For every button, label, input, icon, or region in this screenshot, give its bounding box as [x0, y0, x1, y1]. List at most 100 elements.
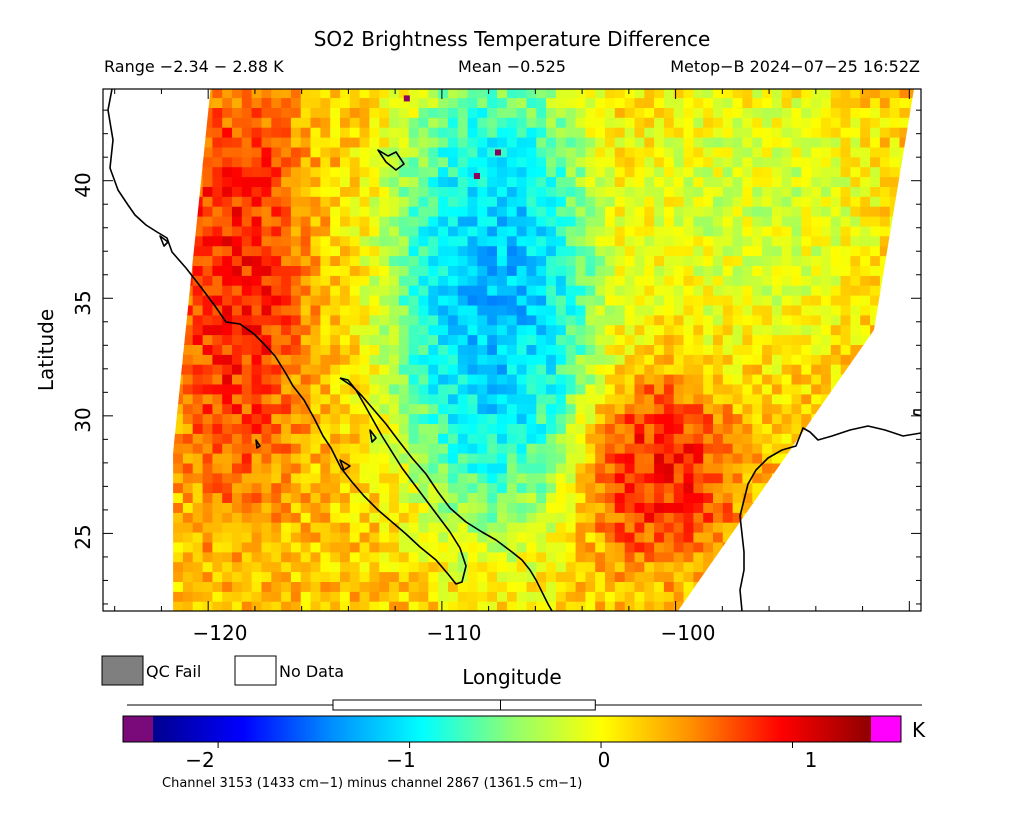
heatmap-cell [369, 492, 380, 503]
heatmap-cell [418, 235, 429, 247]
heatmap-cell [850, 245, 861, 257]
heatmap-cell [310, 127, 321, 138]
heatmap-cell [654, 591, 665, 602]
heatmap-cell [487, 561, 498, 573]
heatmap-cell [752, 137, 763, 148]
heatmap-cell [536, 255, 547, 266]
plot-frame [102, 88, 922, 612]
heatmap-cell [349, 295, 361, 306]
range-text: Range −2.34 − 2.88 K [104, 57, 284, 76]
heatmap-cell [497, 314, 508, 326]
heatmap-cell [811, 354, 822, 365]
heatmap-cell [359, 255, 370, 266]
heatmap-cell [487, 374, 498, 385]
heatmap-cell [300, 541, 312, 553]
heatmap-cell [546, 482, 557, 494]
heatmap-cell [526, 581, 537, 592]
heatmap-cell [683, 541, 694, 553]
heatmap-cell [320, 393, 331, 405]
heatmap-cell [418, 176, 429, 187]
heatmap-cell [752, 453, 763, 464]
heatmap-cell [516, 146, 528, 158]
heatmap-cell [310, 107, 321, 118]
heatmap-cell [281, 591, 292, 602]
heatmap-cell [614, 571, 626, 582]
heatmap-cell [251, 127, 262, 138]
heatmap-cell [791, 364, 802, 375]
heatmap-cell [457, 304, 469, 316]
heatmap-cell [408, 453, 420, 464]
heatmap-cell [290, 492, 302, 503]
heatmap-cell [222, 295, 233, 306]
heatmap-cell [340, 571, 351, 582]
heatmap-cell [791, 97, 802, 108]
heatmap-cell [771, 97, 783, 108]
heatmap-cell [428, 354, 439, 365]
heatmap-cell [536, 393, 547, 405]
heatmap-cell [271, 374, 282, 385]
heatmap-cell [467, 413, 478, 424]
heatmap-cell [448, 364, 459, 375]
heatmap-cell [752, 364, 763, 375]
heatmap-cell [526, 561, 537, 573]
heatmap-cell [732, 403, 743, 415]
heatmap-cell [801, 393, 812, 405]
heatmap-cell [526, 314, 537, 326]
heatmap-cell [663, 295, 675, 306]
heatmap-cell [359, 324, 370, 336]
heatmap-cell [300, 413, 312, 424]
heatmap-cell [673, 324, 685, 336]
heatmap-cell [683, 462, 694, 474]
heatmap-cell [349, 502, 361, 513]
heatmap-cell [418, 255, 429, 266]
heatmap-cell [497, 255, 508, 266]
heatmap-cell [418, 453, 429, 464]
heatmap-cell [300, 601, 312, 611]
heatmap-cell [320, 453, 331, 464]
heatmap-cell [232, 512, 243, 523]
heatmap-cell [683, 285, 694, 296]
heatmap-cell [781, 374, 793, 385]
heatmap-cell [722, 146, 734, 158]
heatmap-cell [516, 245, 528, 257]
heatmap-cell [762, 216, 773, 227]
heatmap-cell [487, 482, 498, 494]
heatmap-cell [909, 89, 914, 99]
heatmap-cell [713, 235, 724, 247]
heatmap-cell [821, 275, 832, 286]
heatmap-cell [398, 216, 410, 227]
heatmap-cell [290, 295, 302, 306]
heatmap-cell [555, 206, 567, 217]
heatmap-cell [693, 127, 704, 138]
heatmap-cell [506, 413, 518, 424]
heatmap-cell [418, 344, 429, 355]
heatmap-cell [418, 314, 429, 326]
heatmap-cell [536, 512, 547, 523]
heatmap-cell [555, 512, 567, 523]
heatmap-cell [192, 581, 204, 592]
heatmap-cell [359, 522, 370, 533]
heatmap-cell [683, 492, 694, 503]
heatmap-cell [487, 512, 498, 523]
heatmap-cell [654, 561, 665, 573]
heatmap-cell [624, 482, 636, 494]
heatmap-cell [644, 295, 655, 306]
heatmap-cell [398, 166, 410, 178]
heatmap-cell [398, 492, 410, 503]
heatmap-cell [850, 304, 861, 316]
heatmap-cell [830, 137, 842, 148]
heatmap-cell [673, 255, 685, 266]
heatmap-cell [840, 206, 851, 217]
heatmap-cell [202, 522, 213, 533]
heatmap-cell [752, 334, 763, 345]
heatmap-cell [300, 176, 312, 187]
heatmap-cell [467, 472, 478, 484]
heatmap-cell [251, 166, 262, 178]
heatmap-cell [300, 581, 312, 592]
heatmap-cell [605, 255, 616, 266]
heatmap-cell [457, 334, 469, 345]
heatmap-cell [555, 324, 567, 336]
heatmap-cell [614, 216, 626, 227]
heatmap-cell [771, 186, 783, 197]
heatmap-cell [300, 591, 312, 602]
